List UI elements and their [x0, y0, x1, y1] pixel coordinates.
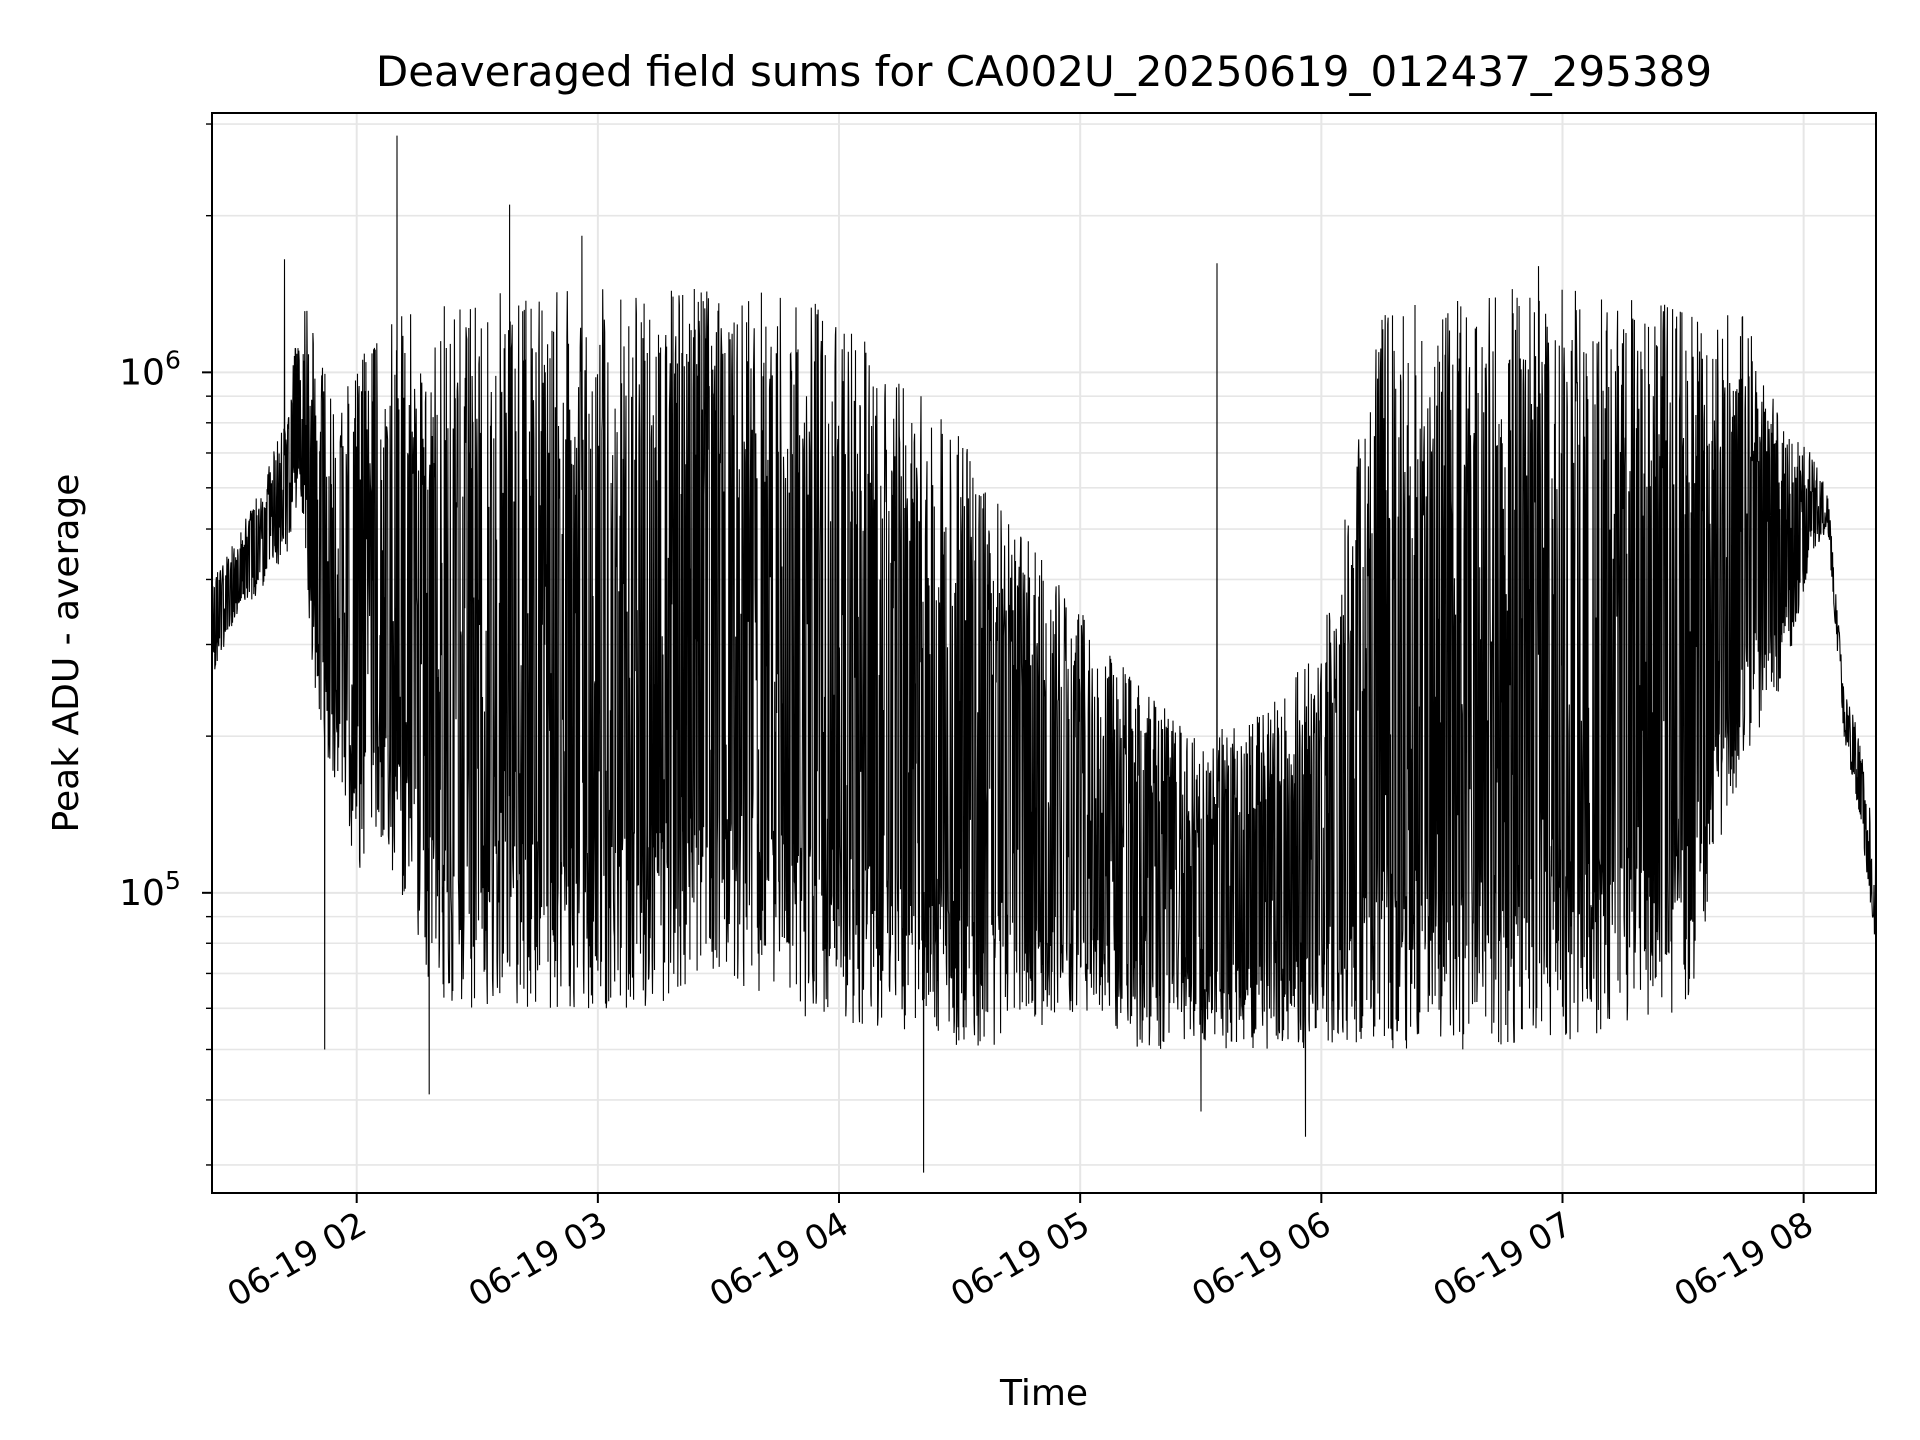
- chart-title: Deaveraged field sums for CA002U_2025061…: [376, 47, 1712, 96]
- data-series: [212, 135, 1876, 1173]
- x-axis-label: Time: [999, 1373, 1088, 1414]
- plot-frame: [211, 112, 1877, 1194]
- series-line: [212, 135, 1876, 1173]
- y-tick-label: 106: [119, 345, 181, 393]
- y-tick-label: 105: [119, 866, 181, 914]
- y-axis-label: Peak ADU - average: [46, 474, 87, 833]
